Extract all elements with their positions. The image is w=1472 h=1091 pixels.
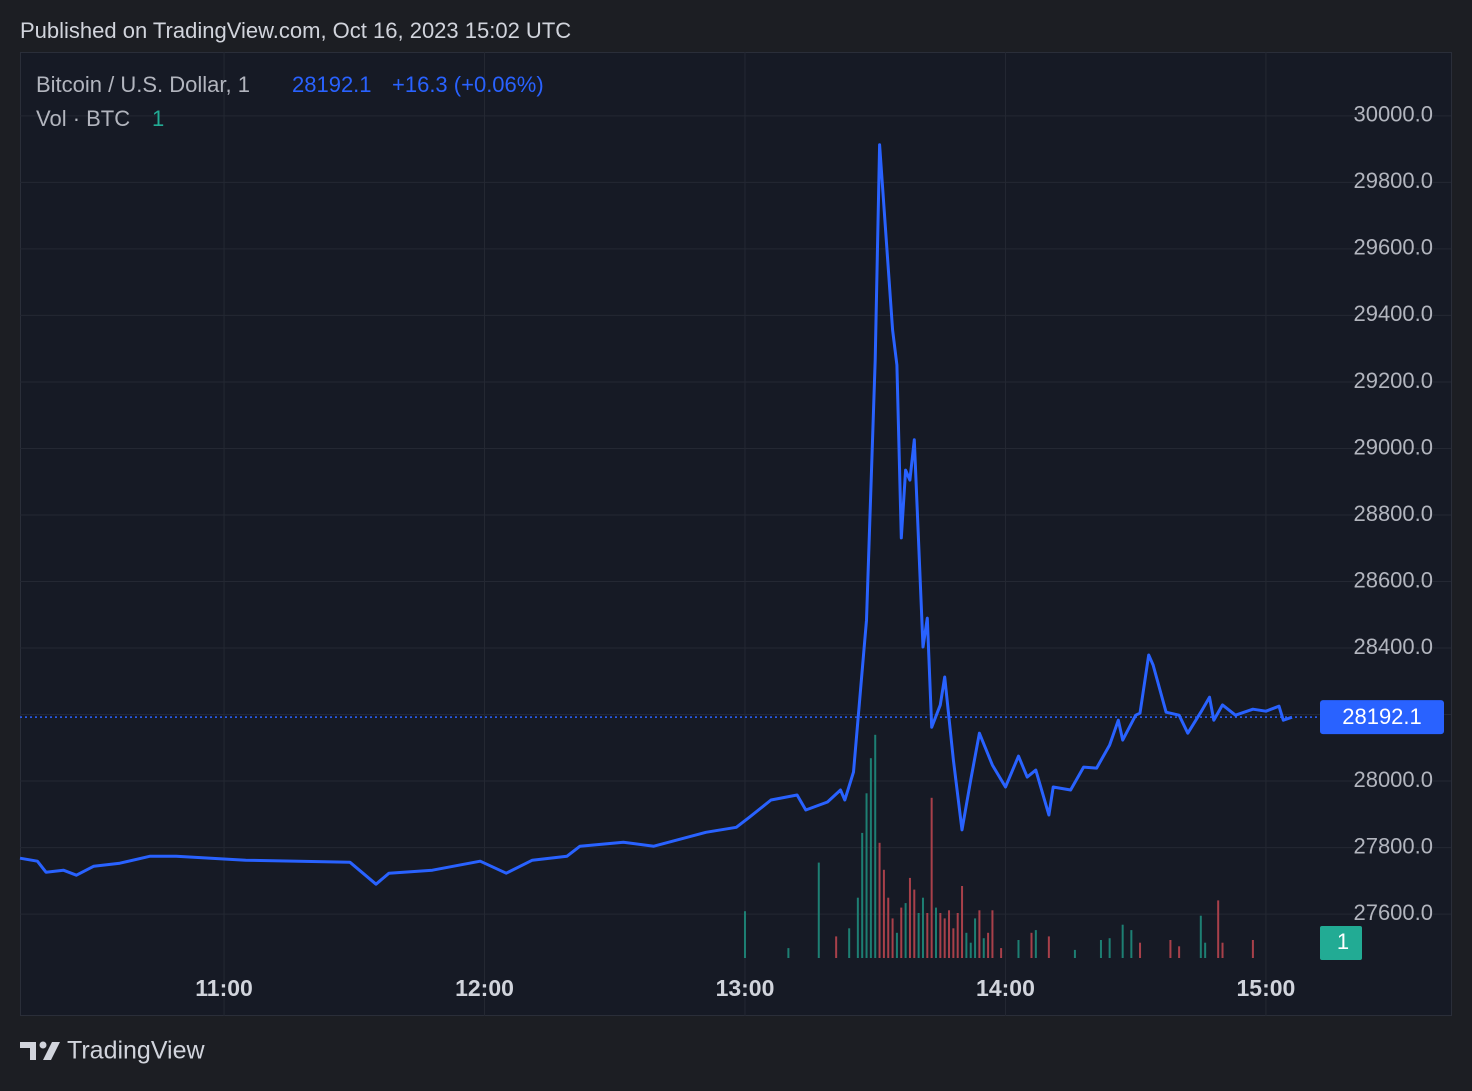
y-tick-label: 28000.0: [1353, 767, 1433, 792]
volume-tag: [1320, 926, 1362, 960]
volume-bar: [978, 910, 981, 958]
volume-bar: [1217, 900, 1220, 958]
volume-bar: [939, 913, 942, 958]
y-tick-label: 30000.0: [1353, 102, 1433, 127]
volume-bar: [930, 797, 933, 958]
logo-part: [39, 1041, 47, 1049]
volume-bar: [1047, 936, 1050, 958]
volume-bar: [895, 932, 898, 958]
legend-volume-value: 1: [152, 106, 164, 131]
volume-bar: [904, 903, 907, 958]
volume-bar: [1073, 949, 1076, 958]
volume-bar: [1034, 930, 1037, 958]
volume-bar: [969, 942, 972, 958]
volume-bar: [1204, 942, 1207, 958]
volume-bar: [869, 758, 872, 958]
last-price-tag: [1320, 700, 1444, 735]
volume-bar: [943, 918, 946, 958]
y-tick-label: 27800.0: [1353, 833, 1433, 858]
volume-bar: [882, 869, 885, 958]
volume-bar: [926, 913, 929, 958]
y-tick-label: 29200.0: [1353, 368, 1433, 393]
y-tick-label: 28400.0: [1353, 634, 1433, 659]
volume-bar: [861, 832, 864, 958]
volume-bar: [1017, 940, 1020, 958]
volume-bar: [948, 910, 951, 958]
chart-panel: [20, 52, 1452, 1016]
y-tick-label: 29400.0: [1353, 301, 1433, 326]
volume-bar: [965, 932, 968, 958]
legend-change: +16.3 (+0.06%): [392, 72, 544, 97]
x-tick-label: 12:00: [455, 975, 514, 1001]
y-tick-label: 28800.0: [1353, 501, 1433, 526]
y-tick-label: 29800.0: [1353, 168, 1433, 193]
legend-series: Bitcoin / U.S. Dollar, 1: [36, 72, 250, 97]
volume-bar: [1030, 932, 1033, 958]
volume-bar: [887, 897, 890, 958]
y-tick-label: 27600.0: [1353, 900, 1433, 925]
published-note: Published on TradingView.com, Oct 16, 20…: [20, 18, 571, 43]
y-tick-label: 29600.0: [1353, 235, 1433, 260]
logo-part: [43, 1042, 60, 1060]
y-tick-label: 29000.0: [1353, 434, 1433, 459]
volume-bar: [956, 913, 959, 958]
volume-bar: [1121, 924, 1124, 958]
volume-bar: [1130, 930, 1133, 958]
volume-bar: [987, 932, 990, 958]
volume-bar: [1178, 946, 1181, 958]
volume-tag-label: 1: [1337, 929, 1349, 954]
volume-bar: [743, 911, 746, 958]
volume-bar: [874, 734, 877, 958]
volume-bar: [891, 918, 894, 958]
x-tick-label: 13:00: [716, 975, 775, 1001]
volume-bar: [1139, 942, 1142, 958]
price-line: [19, 143, 1293, 886]
legend-price: 28192.1: [292, 72, 372, 97]
volume-bar: [952, 928, 955, 958]
x-tick-label: 14:00: [976, 975, 1035, 1001]
volume-bar: [817, 862, 820, 958]
volume-bar: [961, 886, 964, 958]
volume-bar: [1108, 938, 1111, 958]
volume-bar: [982, 938, 985, 958]
volume-bar: [1251, 940, 1254, 958]
volume-bar: [913, 889, 916, 958]
volume-bar: [917, 913, 920, 958]
volume-bar: [1099, 940, 1102, 958]
volume-bar: [921, 897, 924, 958]
volume-bar: [908, 877, 911, 958]
brand-logo: [20, 1041, 60, 1060]
logo-part: [20, 1042, 36, 1060]
volume-bar: [934, 907, 937, 958]
brand-name: TradingView: [67, 1037, 206, 1065]
y-tick-label: 28600.0: [1353, 567, 1433, 592]
x-tick-label: 15:00: [1237, 975, 1296, 1001]
x-tick-label: 11:00: [195, 975, 253, 1001]
volume-bar: [1199, 915, 1202, 958]
volume-bar: [974, 918, 977, 958]
last-price-label: 28192.1: [1342, 704, 1422, 729]
volume-bar: [865, 793, 868, 958]
volume-bar: [848, 928, 851, 958]
volume-bar: [991, 910, 994, 958]
legend-volume: Vol · BTC: [36, 106, 130, 131]
volume-bar: [878, 842, 881, 958]
volume-bar: [1169, 940, 1172, 958]
volume-bar: [835, 936, 838, 958]
volume-bar: [900, 907, 903, 958]
volume-bar: [1221, 942, 1224, 958]
volume-bar: [1000, 948, 1003, 958]
volume-bar: [856, 897, 859, 958]
plot-layer: 27600.027800.028000.028200.028400.028600…: [19, 52, 1451, 1016]
volume-bar: [787, 948, 790, 958]
